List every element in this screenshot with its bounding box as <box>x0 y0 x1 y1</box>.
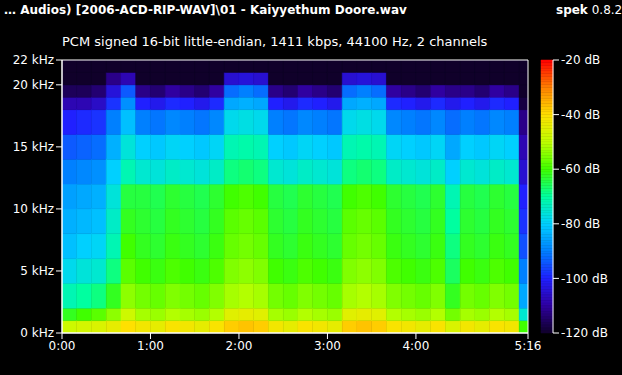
svg-text:4:00: 4:00 <box>402 339 429 353</box>
svg-text:10 kHz: 10 kHz <box>13 202 54 216</box>
svg-text:-40 dB: -40 dB <box>561 108 600 122</box>
svg-text:5 kHz: 5 kHz <box>20 264 54 278</box>
svg-text:0:00: 0:00 <box>49 339 76 353</box>
svg-text:2:00: 2:00 <box>225 339 252 353</box>
svg-text:-60 dB: -60 dB <box>561 162 600 176</box>
html-text:spek 0.8.2: spek 0.8.2 <box>556 3 622 17</box>
svg-text:-100 dB: -100 dB <box>561 272 608 286</box>
svg-text:1:00: 1:00 <box>137 339 164 353</box>
svg-text:5:16: 5:16 <box>515 339 542 353</box>
svg-text:20 kHz: 20 kHz <box>13 78 54 92</box>
html-text:PCM signed 16-bit little-endia: PCM signed 16-bit little-endian, 1411 kb… <box>62 34 488 49</box>
svg-text:3:00: 3:00 <box>314 339 341 353</box>
svg-text:-80 dB: -80 dB <box>561 217 600 231</box>
svg-text:15 kHz: 15 kHz <box>13 140 54 154</box>
svg-text:-120 dB: -120 dB <box>561 326 608 340</box>
svg-text:-20 dB: -20 dB <box>561 53 600 67</box>
svg-text:0 kHz: 0 kHz <box>20 326 54 340</box>
html-text:… Audios) [2006-ACD-RIP-WAV]\0: … Audios) [2006-ACD-RIP-WAV]\01 - Kaiyye… <box>4 3 407 17</box>
svg-text:22 kHz: 22 kHz <box>13 53 54 67</box>
